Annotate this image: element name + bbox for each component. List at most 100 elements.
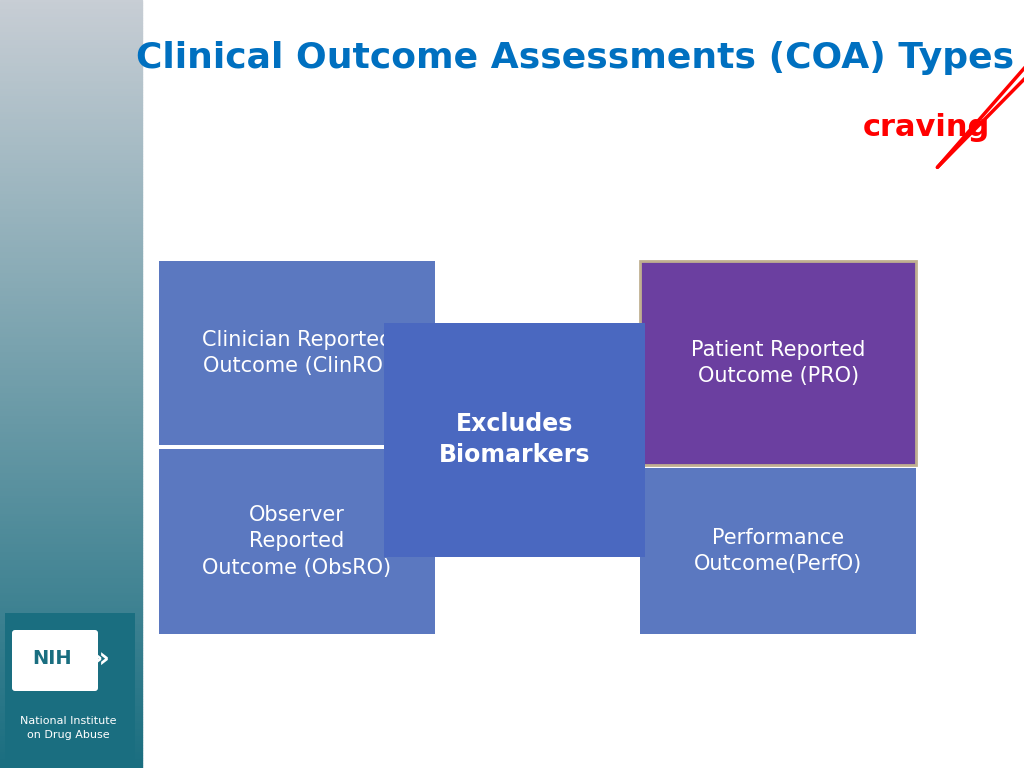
Bar xyxy=(0,645,142,647)
Bar xyxy=(0,197,142,200)
Bar xyxy=(0,520,142,522)
Bar xyxy=(0,681,142,684)
Bar xyxy=(0,525,142,528)
Bar xyxy=(0,612,142,614)
Bar xyxy=(0,494,142,497)
Bar xyxy=(0,589,142,591)
Bar xyxy=(0,658,142,660)
Bar xyxy=(0,735,142,737)
Bar xyxy=(0,543,142,545)
Bar xyxy=(0,144,142,146)
Bar xyxy=(0,571,142,574)
Bar xyxy=(0,177,142,179)
Bar xyxy=(0,484,142,486)
Bar xyxy=(0,174,142,177)
Bar xyxy=(0,701,142,704)
Bar xyxy=(0,507,142,509)
Bar xyxy=(0,747,142,750)
Bar xyxy=(0,113,142,115)
Bar xyxy=(0,389,142,392)
Bar xyxy=(0,351,142,353)
Bar xyxy=(0,532,142,535)
Bar xyxy=(0,722,142,724)
Bar xyxy=(0,256,142,259)
Bar xyxy=(0,753,142,755)
Bar xyxy=(0,482,142,484)
Bar xyxy=(0,689,142,691)
Bar xyxy=(0,340,142,343)
Text: Clinician Reported
Outcome (ClinRO): Clinician Reported Outcome (ClinRO) xyxy=(202,330,392,376)
Bar xyxy=(0,512,142,515)
Bar xyxy=(0,74,142,77)
Bar xyxy=(0,21,142,23)
Bar xyxy=(0,655,142,658)
Bar xyxy=(0,420,142,422)
Bar xyxy=(5,613,135,763)
Bar xyxy=(0,586,142,589)
Bar xyxy=(0,31,142,33)
Bar xyxy=(0,51,142,54)
Bar xyxy=(0,13,142,15)
Bar xyxy=(0,44,142,46)
Bar xyxy=(0,384,142,386)
Bar xyxy=(0,443,142,445)
Bar xyxy=(0,402,142,405)
Bar xyxy=(0,632,142,635)
Bar xyxy=(0,468,142,471)
Bar xyxy=(0,591,142,594)
Bar xyxy=(640,468,916,634)
Bar xyxy=(0,94,142,98)
Bar xyxy=(0,28,142,31)
Bar xyxy=(0,486,142,489)
Bar xyxy=(0,82,142,84)
Bar xyxy=(0,230,142,233)
Bar xyxy=(0,169,142,171)
Bar xyxy=(0,217,142,220)
Bar xyxy=(0,386,142,389)
Bar xyxy=(0,251,142,253)
Bar xyxy=(0,121,142,123)
Bar xyxy=(0,236,142,238)
Bar xyxy=(0,622,142,624)
Bar xyxy=(0,730,142,732)
Bar xyxy=(0,509,142,512)
Bar xyxy=(0,77,142,79)
Bar xyxy=(0,148,142,151)
Text: Excludes
Biomarkers: Excludes Biomarkers xyxy=(439,412,590,468)
Text: »: » xyxy=(91,645,109,673)
Bar xyxy=(0,558,142,561)
Bar xyxy=(0,243,142,246)
Bar xyxy=(0,363,142,366)
Bar xyxy=(0,466,142,468)
Text: Observer
Reported
Outcome (ObsRO): Observer Reported Outcome (ObsRO) xyxy=(203,505,391,578)
Bar xyxy=(0,627,142,630)
Bar xyxy=(0,110,142,113)
Bar xyxy=(0,614,142,617)
Bar xyxy=(0,432,142,435)
Bar xyxy=(0,440,142,443)
Bar xyxy=(0,151,142,154)
Bar xyxy=(0,563,142,566)
Text: NIH: NIH xyxy=(32,650,72,668)
Bar xyxy=(0,356,142,359)
Bar xyxy=(0,261,142,263)
Bar xyxy=(0,624,142,627)
Bar xyxy=(0,315,142,317)
Bar xyxy=(0,502,142,505)
Bar xyxy=(0,23,142,25)
Bar xyxy=(0,102,142,105)
Bar xyxy=(0,141,142,144)
Bar xyxy=(0,210,142,213)
Bar xyxy=(0,668,142,670)
Bar xyxy=(0,574,142,576)
Bar xyxy=(0,202,142,205)
Bar xyxy=(0,136,142,138)
Bar xyxy=(0,374,142,376)
Bar xyxy=(0,476,142,478)
Bar xyxy=(0,750,142,753)
Bar xyxy=(0,320,142,323)
Bar xyxy=(0,259,142,261)
Bar xyxy=(0,407,142,409)
Bar xyxy=(0,458,142,461)
Bar xyxy=(0,192,142,194)
